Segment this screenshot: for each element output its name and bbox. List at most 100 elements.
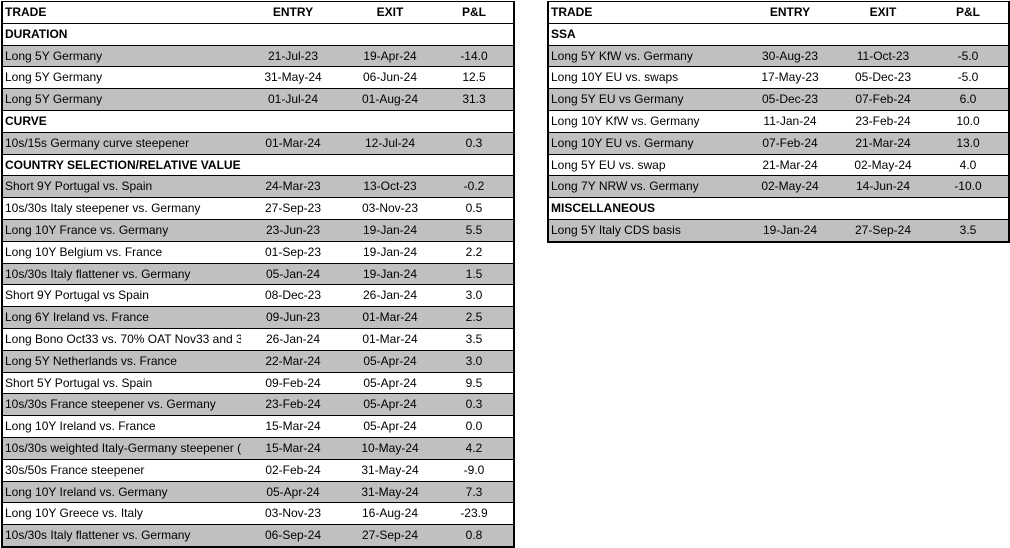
- table-row: Long 10Y KfW vs. Germany 11-Jan-24 23-Feb-…: [549, 110, 1008, 133]
- trade-name: Long 5Y Germany: [5, 70, 103, 85]
- section-header: DURATION: [3, 23, 513, 46]
- entry-date: 01-Jul-24: [267, 92, 319, 107]
- section-title: CURVE: [5, 113, 47, 128]
- table-row: Long 10Y Greece vs. Italy 03-Nov-23 16-Aug…: [3, 503, 513, 526]
- entry-date: 21-Jul-23: [267, 48, 319, 63]
- table-row: 10s/30s Italy steepener vs. Germany 27-Se…: [3, 198, 513, 220]
- pnl-value: 3.5: [465, 331, 483, 346]
- trades-table-right: TRADE ENTRY EXIT P&L SSA Long 5Y KfW vs. Germ…: [547, 1, 1010, 243]
- table-row: Long 10Y Ireland vs. France 15-Mar-24 05-A…: [3, 416, 513, 438]
- pnl-value: -5.0: [957, 48, 979, 63]
- table-row: Long 7Y NRW vs. Germany 02-May-24 14-Jun-2…: [549, 176, 1008, 199]
- exit-date: 19-Apr-24: [363, 48, 417, 63]
- trade-name: Long 10Y EU vs. swaps: [551, 70, 679, 85]
- table-row: Long 5Y Italy CDS basis 19-Jan-24 27-Sep-2…: [549, 219, 1008, 241]
- exit-date: 31-May-24: [361, 462, 419, 477]
- pnl-value: 12.5: [462, 70, 486, 85]
- exit-date: 02-May-24: [854, 157, 912, 172]
- pnl-value: 4.0: [959, 157, 977, 172]
- exit-date: 07-Feb-24: [855, 92, 911, 107]
- section-header: MISCELLANEOUS: [549, 198, 1008, 220]
- section-title: MISCELLANEOUS: [551, 201, 656, 216]
- table-row: Long 5Y KfW vs. Germany 30-Aug-23 11-Oct-2…: [549, 45, 1008, 68]
- pnl-value: 4.2: [465, 440, 483, 455]
- table-row: 30s/50s France steepener 02-Feb-24 31-May-…: [3, 459, 513, 482]
- pnl-value: 0.5: [465, 201, 483, 216]
- exit-date: 01-Aug-24: [361, 92, 419, 107]
- table-row: Short 9Y Portugal vs. Spain 24-Mar-23 13-O…: [3, 176, 513, 199]
- trade-name: Long 5Y KfW vs. Germany: [551, 48, 693, 63]
- pnl-value: 31.3: [462, 92, 486, 107]
- pnl-value: 3.5: [959, 222, 977, 237]
- trade-name: 10s/15s Germany curve steepener: [5, 135, 190, 150]
- pnl-value: -23.9: [460, 506, 488, 521]
- trade-name: Short 9Y Portugal vs. Spain: [5, 179, 153, 194]
- entry-date: 17-May-23: [761, 70, 819, 85]
- pnl-value: 13.0: [956, 135, 980, 150]
- exit-header: EXIT: [376, 5, 404, 19]
- entry-date: 26-Jan-24: [265, 331, 321, 346]
- entry-date: 05-Apr-24: [266, 484, 320, 499]
- trade-name: Long 7Y NRW vs. Germany: [551, 179, 699, 194]
- table-row: Long 5Y EU vs Germany 05-Dec-23 07-Feb-24 6…: [549, 89, 1008, 111]
- trade-name: 10s/30s Italy steepener vs. Germany: [5, 201, 201, 216]
- entry-date: 09-Jun-23: [265, 310, 321, 325]
- exit-date: 16-Aug-24: [361, 506, 419, 521]
- entry-date: 09-Feb-24: [265, 375, 321, 390]
- exit-date: 26-Jan-24: [362, 288, 418, 303]
- trades-table-left: TRADE ENTRY EXIT P&L DURATION Long 5Y Germany…: [1, 1, 515, 548]
- entry-header: ENTRY: [769, 5, 811, 19]
- pnl-value: 5.5: [465, 222, 483, 237]
- pnl-value: -9.0: [463, 462, 485, 477]
- section-header: CURVE: [3, 110, 513, 133]
- exit-date: 19-Jan-24: [362, 266, 418, 281]
- table-row: Long 6Y Ireland vs. France 09-Jun-23 01-Ma…: [3, 307, 513, 329]
- entry-date: 05-Dec-23: [761, 92, 819, 107]
- trade-header: TRADE: [5, 5, 47, 19]
- table-row: Long Bono Oct33 vs. 70% OAT Nov33 and 30…: [3, 328, 513, 351]
- trade-name: Long 6Y Ireland vs. France: [5, 310, 149, 325]
- pnl-value: 1.5: [465, 266, 483, 281]
- trade-name: Long 5Y EU vs Germany: [551, 92, 684, 107]
- entry-date: 06-Sep-24: [264, 528, 322, 543]
- section-title: DURATION: [5, 26, 68, 41]
- exit-date: 23-Feb-24: [855, 113, 911, 128]
- exit-date: 05-Apr-24: [363, 375, 417, 390]
- exit-date: 13-Oct-23: [363, 179, 417, 194]
- trade-name: Short 9Y Portugal vs Spain: [5, 288, 149, 303]
- trade-name: Long 10Y Greece vs. Italy: [5, 506, 143, 521]
- pnl-value: 0.3: [465, 397, 483, 412]
- exit-date: 27-Sep-24: [854, 222, 912, 237]
- entry-date: 21-Mar-24: [762, 157, 818, 172]
- trade-name: 30s/50s France steepener: [5, 462, 145, 477]
- pnl-value: 2.2: [465, 244, 483, 259]
- entry-date: 19-Jan-24: [762, 222, 818, 237]
- table-row: 10s/30s Italy flattener vs. Germany 05-Ja…: [3, 263, 513, 286]
- trade-header: TRADE: [551, 5, 593, 19]
- entry-date: 01-Mar-24: [265, 135, 321, 150]
- exit-date: 11-Oct-23: [856, 48, 910, 63]
- trade-name: Long 5Y Germany: [5, 48, 103, 63]
- section-header: SSA: [549, 23, 1008, 46]
- entry-date: 15-Mar-24: [265, 440, 321, 455]
- entry-date: 02-Feb-24: [265, 462, 321, 477]
- entry-date: 03-Nov-23: [264, 506, 322, 521]
- exit-date: 05-Apr-24: [363, 419, 417, 434]
- exit-header: EXIT: [869, 5, 897, 19]
- pnl-value: 3.0: [465, 353, 483, 368]
- trade-name: Long 10Y Ireland vs. Germany: [5, 484, 168, 499]
- exit-date: 31-May-24: [361, 484, 419, 499]
- trade-name: Long Bono Oct33 vs. 70% OAT Nov33 and 30…: [5, 331, 241, 346]
- pnl-value: 2.5: [465, 310, 483, 325]
- pnl-value: 9.5: [465, 375, 483, 390]
- table-row: Long 5Y Netherlands vs. France 22-Mar-24 0…: [3, 350, 513, 373]
- trade-name: 10s/30s Italy flattener vs. Germany: [5, 528, 191, 543]
- entry-date: 11-Jan-24: [763, 113, 817, 128]
- entry-date: 31-May-24: [264, 70, 322, 85]
- table-row: Long 10Y EU vs. swaps 17-May-23 05-Dec-23 -…: [549, 67, 1008, 90]
- trade-name: Long 5Y EU vs. swap: [551, 157, 666, 172]
- section-title: SSA: [551, 26, 576, 41]
- entry-date: 15-Mar-24: [265, 419, 321, 434]
- entry-date: 24-Mar-23: [265, 179, 321, 194]
- entry-date: 02-May-24: [761, 179, 819, 194]
